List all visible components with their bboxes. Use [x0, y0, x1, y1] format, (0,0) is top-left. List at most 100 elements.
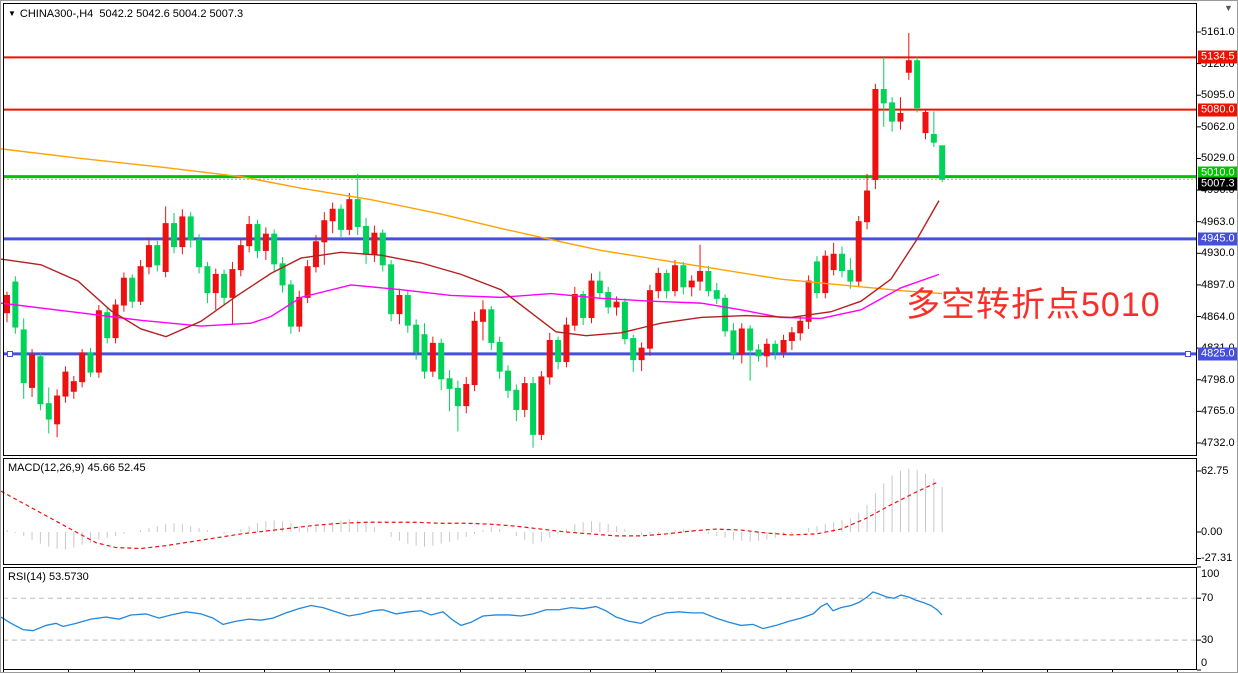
price-label-5134.5: 5134.5 [1198, 50, 1237, 64]
candle-body [588, 280, 595, 318]
candle-body [237, 245, 244, 271]
candle-body [872, 88, 879, 181]
price-tick-label: 4732.0 [1201, 436, 1235, 449]
time-tick-mark [329, 670, 330, 672]
macd-tick-label: -27.31 [1201, 552, 1233, 564]
rsi-panel[interactable] [3, 567, 1197, 670]
candle-body [722, 297, 729, 332]
candle-body [413, 324, 420, 353]
candle-body [788, 332, 795, 341]
candle-body [538, 376, 545, 435]
time-tick-mark [1112, 670, 1113, 672]
rsi-line [1, 591, 943, 632]
candle-body [914, 60, 921, 109]
line-drag-handle[interactable] [1185, 350, 1191, 357]
candle-body [571, 293, 578, 326]
price-tick-label: 4930.0 [1201, 247, 1235, 260]
candle-body [37, 356, 44, 405]
candle-body [321, 220, 328, 243]
candle-body [45, 403, 52, 420]
candle-body [438, 342, 445, 380]
macd-panel[interactable] [3, 458, 1197, 565]
symbol-dropdown-icon: ▼ [8, 9, 16, 18]
candle-body [605, 292, 612, 308]
candle-body [262, 233, 269, 251]
candle-body [797, 320, 804, 334]
price-tick-label: 5161.0 [1201, 26, 1235, 38]
candle-body [479, 309, 486, 322]
candle-body [655, 272, 662, 292]
candle-body [630, 338, 637, 361]
candle-body [530, 383, 537, 435]
candle-body [396, 294, 403, 315]
macd-tick-label: 0.00 [1201, 526, 1223, 538]
candle-body [713, 290, 720, 299]
rsi-tick-label: 70 [1201, 592, 1214, 605]
candle-body [805, 280, 812, 322]
price-label-5080.0: 5080.0 [1198, 103, 1237, 117]
candle-body [546, 339, 553, 378]
candle-body [95, 310, 102, 373]
time-tick-mark [786, 670, 787, 672]
candle-body [329, 208, 336, 222]
candle-body [446, 378, 453, 389]
candle-body [70, 381, 77, 392]
candle-body [354, 199, 361, 227]
candle-body [454, 387, 461, 407]
time-tick-mark [721, 670, 722, 672]
time-tick-mark [590, 670, 591, 672]
candle-body [580, 293, 587, 318]
candle-body [137, 266, 144, 302]
time-tick-mark [68, 670, 69, 672]
candle-body [563, 324, 570, 363]
candle-body [663, 272, 670, 292]
candle-body [79, 352, 86, 383]
candle-body [621, 301, 628, 340]
candle-body [747, 328, 754, 351]
candle-body [104, 312, 111, 339]
candle-body [471, 320, 478, 386]
candle-body [229, 269, 236, 298]
price-tick-label: 4963.0 [1201, 215, 1235, 228]
main-chart-panel[interactable] [3, 3, 1197, 456]
candle-body [738, 328, 745, 355]
price-tick-label: 4864.0 [1201, 310, 1235, 323]
ma-fast-darkred [1, 200, 940, 338]
candle-body [463, 384, 470, 407]
candle-body [279, 263, 286, 286]
rsi-tick-label: 100 [1201, 568, 1220, 580]
candle-body [897, 112, 904, 122]
candle-body [772, 343, 779, 353]
candle-body [338, 208, 344, 230]
annotation-text[interactable]: 多空转折点5010 [906, 286, 1161, 324]
candle-body [246, 224, 253, 247]
price-tick-label: 5062.0 [1201, 120, 1235, 133]
time-tick-mark [1177, 670, 1178, 672]
price-label-4825.0: 4825.0 [1198, 347, 1237, 361]
time-tick-mark [982, 670, 983, 672]
main-chart-title: ▼ CHINA300-,H4 5042.2 5042.6 5004.2 5007.… [8, 8, 243, 20]
candle-body [20, 329, 27, 384]
candle-body [930, 134, 937, 143]
candle-body [254, 224, 261, 251]
candle-body [864, 190, 871, 223]
candle-body [87, 352, 94, 373]
time-tick-mark [199, 670, 200, 672]
candle-body [688, 280, 695, 288]
candle-body [221, 273, 228, 298]
time-tick-mark [3, 670, 4, 672]
price-tick-label: 5029.0 [1201, 152, 1235, 165]
macd-tick-label: 62.75 [1201, 465, 1229, 477]
candle-body [145, 245, 152, 268]
candle-body [304, 266, 311, 298]
line-drag-handle[interactable] [7, 350, 13, 357]
time-tick-mark [655, 670, 656, 672]
price-tick-label: 5095.0 [1201, 89, 1235, 102]
candle-body [404, 294, 411, 326]
candle-body [271, 233, 278, 265]
candle-body [646, 290, 653, 349]
candle-body [813, 261, 820, 294]
time-tick-mark [851, 670, 852, 672]
rsi-tick-label: 0 [1201, 657, 1208, 669]
